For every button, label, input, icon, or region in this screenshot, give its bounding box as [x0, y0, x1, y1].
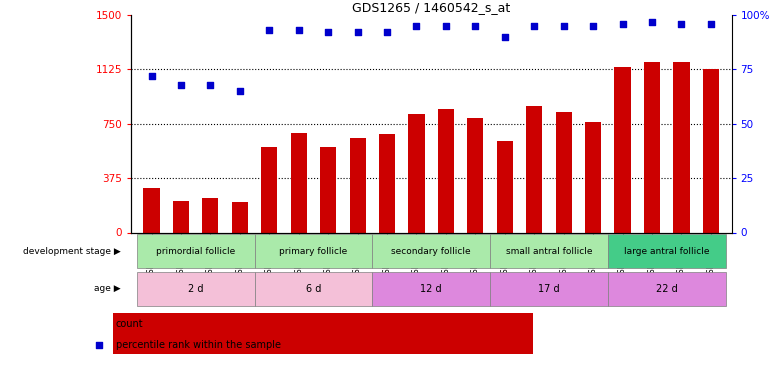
Bar [608, 234, 725, 268]
Text: 6 d: 6 d [306, 284, 321, 294]
Bar [703, 69, 719, 232]
Point [293, 27, 305, 33]
Point [557, 23, 570, 29]
Text: large antral follicle: large antral follicle [624, 247, 709, 256]
Point [587, 23, 599, 29]
Bar [490, 234, 608, 268]
Point [146, 73, 158, 79]
Bar [556, 112, 572, 232]
Point [528, 23, 541, 29]
Text: 17 d: 17 d [538, 284, 560, 294]
Bar [408, 114, 424, 232]
Bar [255, 234, 373, 268]
Text: development stage ▶: development stage ▶ [23, 247, 121, 256]
Bar [143, 188, 159, 232]
Bar [255, 272, 373, 306]
Text: percentile rank within the sample: percentile rank within the sample [116, 340, 280, 350]
Text: primary follicle: primary follicle [280, 247, 347, 256]
Point [675, 21, 688, 27]
Bar [373, 272, 490, 306]
Bar [261, 147, 277, 232]
Bar [320, 147, 336, 232]
Point [440, 23, 452, 29]
Bar [490, 272, 608, 306]
Bar [614, 67, 631, 232]
Point [705, 21, 717, 27]
Text: 12 d: 12 d [420, 284, 442, 294]
Point [204, 82, 216, 88]
Point [469, 23, 481, 29]
Text: count: count [116, 319, 143, 329]
Point [175, 82, 187, 88]
Bar [172, 201, 189, 232]
Bar [526, 106, 542, 232]
Bar [608, 272, 725, 306]
Text: age ▶: age ▶ [94, 284, 121, 293]
Bar [438, 109, 454, 232]
Bar [203, 198, 219, 232]
Point [646, 18, 658, 24]
Text: 22 d: 22 d [656, 284, 678, 294]
Text: secondary follicle: secondary follicle [391, 247, 471, 256]
Bar [350, 138, 366, 232]
Bar [137, 234, 255, 268]
Bar [467, 118, 484, 232]
Bar [232, 202, 248, 232]
Bar [585, 122, 601, 232]
Text: small antral follicle: small antral follicle [506, 247, 592, 256]
Bar [290, 133, 306, 232]
Point [322, 29, 334, 35]
Point [351, 29, 363, 35]
Bar [137, 272, 255, 306]
Text: 2 d: 2 d [188, 284, 203, 294]
Bar [644, 62, 660, 232]
Point [233, 88, 246, 94]
Title: GDS1265 / 1460542_s_at: GDS1265 / 1460542_s_at [352, 1, 511, 14]
Point [499, 34, 511, 40]
Bar [379, 134, 395, 232]
Bar [373, 234, 490, 268]
Point [617, 21, 629, 27]
Point [410, 23, 423, 29]
Point [381, 29, 393, 35]
Bar [497, 141, 513, 232]
Text: primordial follicle: primordial follicle [156, 247, 236, 256]
Point [263, 27, 276, 33]
Bar [673, 62, 690, 232]
